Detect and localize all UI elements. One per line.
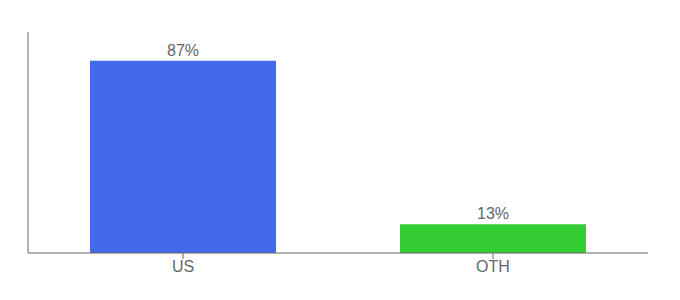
svg-text:13%: 13%	[477, 205, 509, 222]
svg-text:US: US	[172, 258, 194, 275]
svg-text:OTH: OTH	[476, 258, 510, 275]
svg-text:87%: 87%	[167, 42, 199, 59]
